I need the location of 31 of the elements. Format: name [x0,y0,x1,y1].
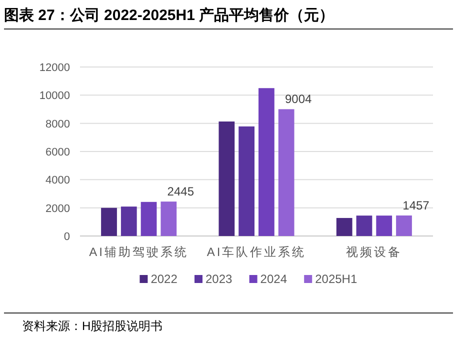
y-tick-label: 8000 [46,118,70,130]
bar [396,215,412,236]
y-tick-label: 0 [64,231,70,243]
bar [376,216,392,236]
y-tick-label: 12000 [39,62,70,74]
legend-label: 2023 [206,272,233,286]
legend-label: 2025H1 [315,272,358,286]
bar [140,202,157,236]
bar [258,88,274,236]
bar [278,109,294,236]
legend-label: 2022 [150,272,178,286]
legend-label: 2024 [260,272,288,286]
chart-title: 图表 27：公司 2022-2025H1 产品平均售价（元） [4,7,334,24]
data-label: 2445 [167,184,194,199]
x-tick-label: AI辅助驾驶系统 [89,245,189,259]
data-label: 9004 [284,92,312,106]
x-tick-label: 视频设备 [346,245,402,259]
bar [356,216,372,236]
bar [160,202,177,236]
x-tick-label: AI车队作业系统 [206,245,306,259]
text: 资料来源：H股招股说明书 [22,319,163,333]
y-tick-label: 4000 [46,174,70,187]
y-tick-label: 10000 [39,90,70,102]
y-tick-label: 6000 [46,146,70,158]
bar [218,122,235,236]
bar [101,208,117,236]
y-tick-label: 2000 [46,202,70,215]
bar [238,126,254,236]
data-label: 1457 [402,198,430,212]
bar [120,206,137,236]
bar [336,218,352,236]
